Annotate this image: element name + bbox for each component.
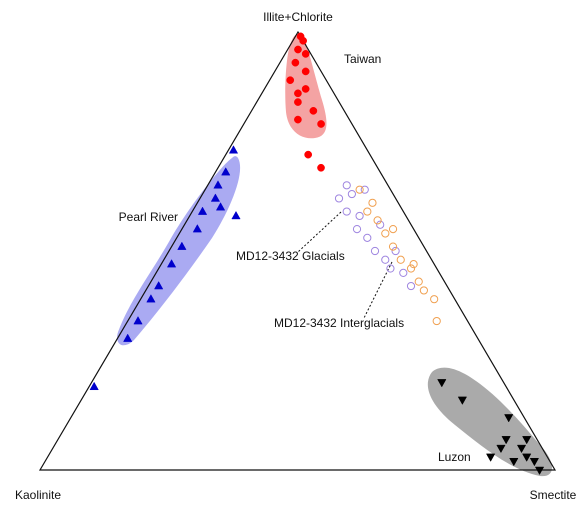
data-point [301,67,310,76]
group-label: Pearl River [119,210,178,224]
data-point [437,379,447,388]
data-point [406,281,416,291]
data-point [534,466,545,476]
data-point [291,58,300,67]
vertex-label: Smectite [530,488,577,502]
data-point [388,225,398,234]
group-label: Luzon [438,450,471,464]
data-point [286,76,295,85]
data-point [386,264,395,273]
data-point [381,229,390,238]
data-point [504,414,514,423]
data-point [391,246,400,256]
data-point [419,286,428,295]
data-point [414,277,423,286]
data-point [299,36,307,45]
ternary-frame [38,30,557,471]
data-point [317,120,325,128]
data-point [509,457,519,467]
data-point [501,436,511,445]
data-point [516,444,527,454]
data-point [294,98,302,106]
data-point [342,181,351,190]
data-point [522,436,532,445]
data-point [213,180,223,189]
data-point [363,207,372,216]
data-point [432,316,441,326]
data-point [522,453,532,462]
data-point [486,453,496,462]
data-point [294,115,302,124]
data-point [123,333,133,342]
data-point [363,233,372,242]
data-point [177,241,187,250]
data-point [228,145,239,154]
data-point [231,210,241,220]
group-label: MD12-3432 Glacials [236,249,345,263]
data-point [529,457,540,467]
leader-line [363,261,393,319]
data-point [317,163,325,172]
data-point [166,259,177,268]
data-point [215,202,226,211]
data-point [496,444,506,454]
pearl-river-envelope [117,156,241,346]
data-point [197,206,208,215]
data-point [89,381,99,391]
vertex-label: Kaolinite [15,488,61,502]
group-label: MD12-3432 Interglacials [274,316,404,330]
data-point [304,150,313,159]
data-point [370,246,380,256]
data-point [221,167,231,176]
data-point [381,255,390,264]
data-point [388,242,398,251]
data-point [133,316,143,325]
data-point [430,295,439,304]
data-point [406,264,416,273]
data-point [301,85,310,93]
data-point [210,193,221,202]
data-point [355,211,364,221]
data-point [146,294,156,303]
data-point [309,106,318,115]
vertex-label: Illite+Chlorite [263,10,333,24]
data-point [352,225,362,234]
data-point [347,189,356,199]
data-point [399,268,408,277]
data-point [342,207,351,216]
data-point [373,216,382,225]
leader-line [297,211,342,253]
data-point [294,89,302,98]
marks [89,32,545,476]
data-point [355,185,364,194]
data-point [360,185,369,194]
group-label: Taiwan [344,52,381,66]
data-point [301,50,310,58]
data-point [396,255,405,264]
data-point [294,45,302,54]
data-point [334,194,344,203]
data-point [457,396,468,405]
data-point [409,260,418,269]
data-point [154,281,164,290]
data-point [376,220,385,229]
data-point [192,224,202,233]
data-point [368,198,377,207]
